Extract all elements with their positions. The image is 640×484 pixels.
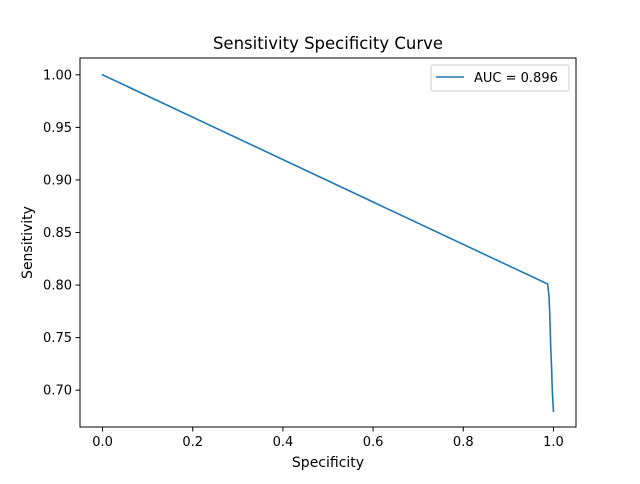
x-tick-label: 0.4 xyxy=(273,435,294,450)
plot-lines xyxy=(101,73,555,413)
x-axis-label: Specificity xyxy=(292,455,364,471)
x-tick-label: 0.0 xyxy=(92,435,113,450)
x-tick-label: 1.0 xyxy=(543,435,564,450)
x-tick-label: 0.2 xyxy=(182,435,203,450)
y-axis-ticks: 0.70 0.75 0.80 0.85 0.90 0.95 1.00 xyxy=(43,68,80,399)
y-tick-label: 0.80 xyxy=(43,279,72,294)
legend-label: AUC = 0.896 xyxy=(474,71,558,86)
y-tick-label: 0.75 xyxy=(43,331,72,346)
legend-box xyxy=(430,64,570,92)
x-tick-label: 0.6 xyxy=(363,435,384,450)
series-line xyxy=(101,73,555,413)
y-tick-label: 0.85 xyxy=(43,226,72,241)
x-tick-label: 0.8 xyxy=(453,435,474,450)
y-tick-label: 0.90 xyxy=(43,173,72,188)
y-axis-label: Sensitivity xyxy=(20,206,36,279)
y-tick-label: 0.70 xyxy=(43,384,72,399)
y-tick-label: 1.00 xyxy=(43,68,72,83)
x-axis-ticks: 0.0 0.2 0.4 0.6 0.8 1.0 xyxy=(92,427,564,450)
y-tick-label: 0.95 xyxy=(43,121,72,136)
chart-title: Sensitivity Specificity Curve xyxy=(213,34,443,53)
legend: AUC = 0.896 xyxy=(430,64,570,92)
axes-frame xyxy=(79,57,577,428)
